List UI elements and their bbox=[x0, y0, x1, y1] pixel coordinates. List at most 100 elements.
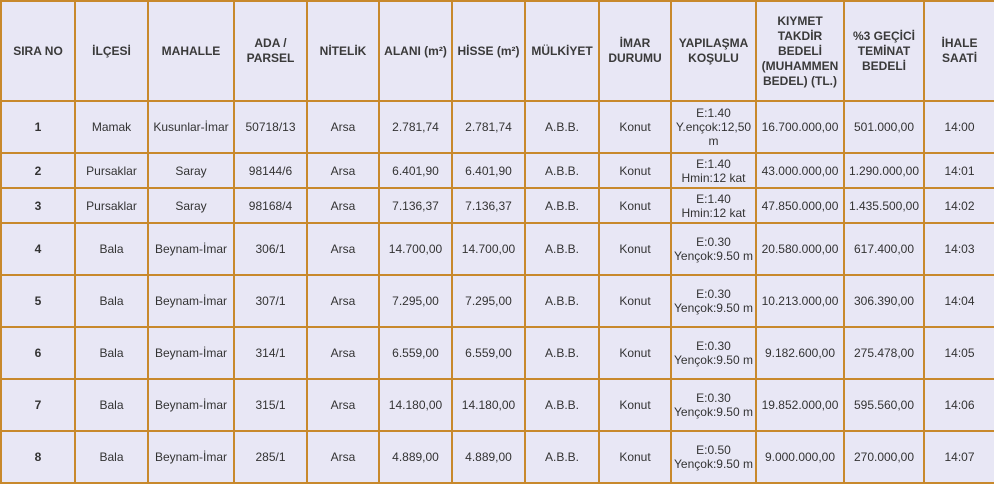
cell-yapilasma: E:0.30 Yençok:9.50 m bbox=[670, 274, 757, 328]
cell-teminat: 1.290.000,00 bbox=[843, 152, 925, 189]
cell-bedel: 47.850.000,00 bbox=[755, 187, 845, 224]
header-kiymet-takdir: KIYMET TAKDİR BEDELİ (MUHAMMEN BEDEL) (T… bbox=[755, 0, 845, 102]
cell-mahalle: Beynam-İmar bbox=[147, 430, 235, 484]
cell-ilce: Bala bbox=[74, 326, 149, 380]
header-ihale-saati: İHALE SAATİ bbox=[923, 0, 994, 102]
cell-ilce: Pursaklar bbox=[74, 187, 149, 224]
cell-mahalle: Beynam-İmar bbox=[147, 378, 235, 432]
cell-hisse: 4.889,00 bbox=[451, 430, 526, 484]
table-row: 2 Pursaklar Saray 98144/6 Arsa 6.401,90 … bbox=[0, 152, 994, 189]
cell-yapilasma: E:1.40 Y.ençok:12,50 m bbox=[670, 100, 757, 154]
cell-hisse: 6.559,00 bbox=[451, 326, 526, 380]
cell-yapilasma: E:1.40 Hmin:12 kat bbox=[670, 187, 757, 224]
cell-sira-no: 8 bbox=[0, 430, 76, 484]
table-row: 4 Bala Beynam-İmar 306/1 Arsa 14.700,00 … bbox=[0, 222, 994, 276]
table-row: 6 Bala Beynam-İmar 314/1 Arsa 6.559,00 6… bbox=[0, 326, 994, 380]
cell-saat: 14:04 bbox=[923, 274, 994, 328]
cell-bedel: 20.580.000,00 bbox=[755, 222, 845, 276]
cell-nitelik: Arsa bbox=[306, 326, 380, 380]
cell-imar: Konut bbox=[598, 326, 672, 380]
cell-mahalle: Beynam-İmar bbox=[147, 274, 235, 328]
cell-alan: 4.889,00 bbox=[378, 430, 453, 484]
cell-yapilasma: E:1.40 Hmin:12 kat bbox=[670, 152, 757, 189]
cell-yapilasma: E:0.30 Yençok:9.50 m bbox=[670, 222, 757, 276]
cell-teminat: 595.560,00 bbox=[843, 378, 925, 432]
cell-nitelik: Arsa bbox=[306, 222, 380, 276]
table-row: 3 Pursaklar Saray 98168/4 Arsa 7.136,37 … bbox=[0, 187, 994, 224]
cell-ilce: Mamak bbox=[74, 100, 149, 154]
table-header: SIRA NO İLÇESİ MAHALLE ADA / PARSEL NİTE… bbox=[0, 0, 994, 102]
header-row: SIRA NO İLÇESİ MAHALLE ADA / PARSEL NİTE… bbox=[0, 0, 994, 102]
cell-mahalle: Beynam-İmar bbox=[147, 326, 235, 380]
cell-mulkiyet: A.B.B. bbox=[524, 100, 600, 154]
cell-alan: 6.559,00 bbox=[378, 326, 453, 380]
cell-mahalle: Saray bbox=[147, 152, 235, 189]
cell-ada-parsel: 50718/13 bbox=[233, 100, 308, 154]
cell-yapilasma: E:0.30 Yençok:9.50 m bbox=[670, 378, 757, 432]
cell-ada-parsel: 285/1 bbox=[233, 430, 308, 484]
cell-hisse: 2.781,74 bbox=[451, 100, 526, 154]
cell-mulkiyet: A.B.B. bbox=[524, 274, 600, 328]
cell-saat: 14:02 bbox=[923, 187, 994, 224]
header-alani: ALANI (m²) bbox=[378, 0, 453, 102]
cell-nitelik: Arsa bbox=[306, 100, 380, 154]
cell-imar: Konut bbox=[598, 187, 672, 224]
header-ada-parsel: ADA / PARSEL bbox=[233, 0, 308, 102]
cell-mulkiyet: A.B.B. bbox=[524, 378, 600, 432]
cell-hisse: 6.401,90 bbox=[451, 152, 526, 189]
cell-saat: 14:03 bbox=[923, 222, 994, 276]
cell-alan: 6.401,90 bbox=[378, 152, 453, 189]
header-mulkiyet: MÜLKİYET bbox=[524, 0, 600, 102]
header-yapilasma-kosulu: YAPILAŞMA KOŞULU bbox=[670, 0, 757, 102]
table-row: 1 Mamak Kusunlar-İmar 50718/13 Arsa 2.78… bbox=[0, 100, 994, 154]
cell-nitelik: Arsa bbox=[306, 187, 380, 224]
cell-mulkiyet: A.B.B. bbox=[524, 326, 600, 380]
cell-teminat: 617.400,00 bbox=[843, 222, 925, 276]
cell-nitelik: Arsa bbox=[306, 152, 380, 189]
header-sira-no: SIRA NO bbox=[0, 0, 76, 102]
cell-bedel: 16.700.000,00 bbox=[755, 100, 845, 154]
cell-mahalle: Saray bbox=[147, 187, 235, 224]
cell-ada-parsel: 314/1 bbox=[233, 326, 308, 380]
header-ilcesi: İLÇESİ bbox=[74, 0, 149, 102]
cell-teminat: 306.390,00 bbox=[843, 274, 925, 328]
cell-yapilasma: E:0.50 Yençok:9.50 m bbox=[670, 430, 757, 484]
header-gecici-teminat: %3 GEÇİCİ TEMİNAT BEDELİ bbox=[843, 0, 925, 102]
cell-saat: 14:07 bbox=[923, 430, 994, 484]
cell-hisse: 7.295,00 bbox=[451, 274, 526, 328]
cell-ilce: Pursaklar bbox=[74, 152, 149, 189]
cell-ada-parsel: 307/1 bbox=[233, 274, 308, 328]
cell-imar: Konut bbox=[598, 222, 672, 276]
cell-ilce: Bala bbox=[74, 378, 149, 432]
cell-ilce: Bala bbox=[74, 274, 149, 328]
cell-mulkiyet: A.B.B. bbox=[524, 430, 600, 484]
cell-hisse: 14.700,00 bbox=[451, 222, 526, 276]
cell-mulkiyet: A.B.B. bbox=[524, 222, 600, 276]
cell-hisse: 7.136,37 bbox=[451, 187, 526, 224]
cell-sira-no: 5 bbox=[0, 274, 76, 328]
cell-alan: 2.781,74 bbox=[378, 100, 453, 154]
cell-imar: Konut bbox=[598, 100, 672, 154]
cell-alan: 7.136,37 bbox=[378, 187, 453, 224]
cell-bedel: 10.213.000,00 bbox=[755, 274, 845, 328]
cell-nitelik: Arsa bbox=[306, 378, 380, 432]
cell-ilce: Bala bbox=[74, 430, 149, 484]
cell-imar: Konut bbox=[598, 274, 672, 328]
cell-bedel: 9.000.000,00 bbox=[755, 430, 845, 484]
cell-alan: 14.180,00 bbox=[378, 378, 453, 432]
cell-sira-no: 6 bbox=[0, 326, 76, 380]
cell-alan: 7.295,00 bbox=[378, 274, 453, 328]
cell-ilce: Bala bbox=[74, 222, 149, 276]
cell-saat: 14:06 bbox=[923, 378, 994, 432]
cell-sira-no: 1 bbox=[0, 100, 76, 154]
cell-yapilasma: E:0.30 Yençok:9.50 m bbox=[670, 326, 757, 380]
cell-saat: 14:01 bbox=[923, 152, 994, 189]
cell-teminat: 275.478,00 bbox=[843, 326, 925, 380]
table-row: 8 Bala Beynam-İmar 285/1 Arsa 4.889,00 4… bbox=[0, 430, 994, 484]
cell-saat: 14:00 bbox=[923, 100, 994, 154]
cell-mahalle: Beynam-İmar bbox=[147, 222, 235, 276]
cell-sira-no: 2 bbox=[0, 152, 76, 189]
cell-ada-parsel: 306/1 bbox=[233, 222, 308, 276]
cell-ada-parsel: 315/1 bbox=[233, 378, 308, 432]
cell-sira-no: 7 bbox=[0, 378, 76, 432]
